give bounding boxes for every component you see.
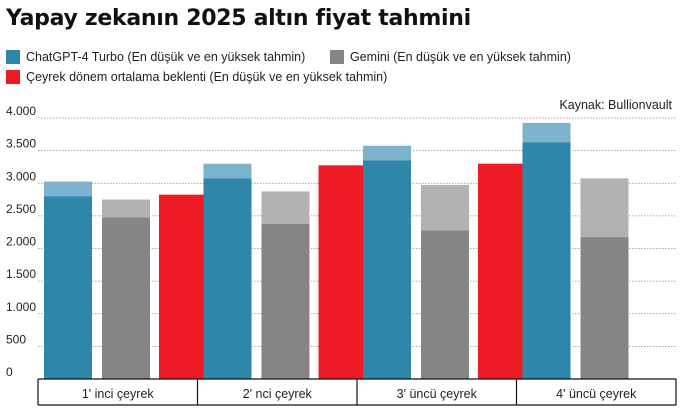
bar-gemini-high	[261, 191, 310, 225]
category-label: 4' üncü çeyrek	[556, 387, 637, 401]
category-label: 3' üncü çeyrek	[397, 387, 478, 401]
category-label: 2' nci çeyrek	[243, 387, 313, 401]
bar-gemini-high	[421, 184, 469, 231]
bar-chatgpt-low	[363, 160, 411, 379]
bar-gemini-low	[102, 217, 150, 379]
legend-label-chatgpt: ChatGPT-4 Turbo (En düşük ve en yüksek t…	[26, 50, 306, 64]
y-tick-label: 500	[6, 332, 26, 346]
source-note: Kaynak: Bullionvault	[559, 98, 672, 112]
bar-gemini-low	[421, 230, 469, 379]
legend-label-average: Çeyrek dönem ortalama beklenti (En düşük…	[26, 70, 388, 84]
bar-average	[318, 165, 367, 379]
bar-chatgpt-low	[522, 142, 571, 379]
bar-gemini-high	[102, 199, 150, 218]
bar-average	[478, 163, 526, 379]
chart-title: Yapay zekanın 2025 altın fiyat tahmini	[6, 6, 471, 31]
y-tick-label: 3.000	[6, 169, 36, 183]
legend-swatch-chatgpt	[6, 50, 20, 64]
legend-swatch-average	[6, 70, 20, 84]
bar-chatgpt-high	[44, 181, 92, 197]
legend-label-gemini: Gemini (En düşük ve en yüksek tahmin)	[350, 50, 571, 64]
bar-chatgpt-low	[203, 178, 252, 379]
y-tick-label: 3.500	[6, 137, 36, 151]
legend-item-chatgpt: ChatGPT-4 Turbo (En düşük ve en yüksek t…	[6, 50, 305, 64]
bar-average	[159, 194, 207, 379]
bar-gemini-low	[261, 224, 310, 379]
category-label: 1' inci çeyrek	[82, 387, 155, 401]
y-tick-label: 2.000	[6, 235, 36, 249]
y-tick-label: 1.500	[6, 267, 36, 281]
bar-chatgpt-high	[203, 163, 252, 179]
bar-chatgpt-low	[44, 196, 92, 379]
bar-chatgpt-high	[363, 145, 411, 161]
y-tick-label: 2.500	[6, 202, 36, 216]
y-tick-label: 0	[6, 365, 13, 379]
bar-gemini-low	[580, 237, 629, 379]
bar-gemini-high	[580, 178, 629, 238]
y-tick-label: 1.000	[6, 300, 36, 314]
legend-item-gemini: Gemini (En düşük ve en yüksek tahmin)	[330, 50, 571, 64]
legend-item-average: Çeyrek dönem ortalama beklenti (En düşük…	[6, 70, 387, 84]
legend-swatch-gemini	[330, 50, 344, 64]
bar-chatgpt-high	[522, 122, 571, 143]
y-tick-label: 4.000	[6, 104, 36, 118]
